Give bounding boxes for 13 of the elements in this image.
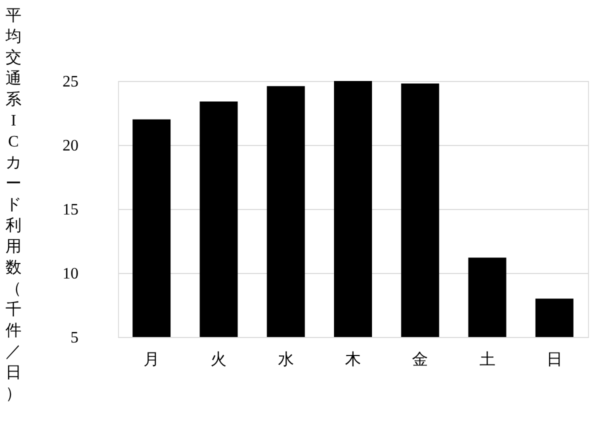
text: 平均交通系ICカード利用数（千件／日）: [6, 8, 22, 402]
x-tick-label: 月: [144, 352, 160, 368]
x-tick-label: 火: [210, 350, 227, 368]
x-tick-label: 日: [546, 352, 562, 368]
y-tick-label: 10: [62, 266, 78, 282]
x-tick-label: 木: [345, 350, 361, 368]
x-tick-label: 金: [412, 352, 428, 368]
y-tick-label: 20: [62, 138, 78, 154]
y-tick-label: 25: [62, 74, 78, 90]
x-tick-label: 水: [278, 350, 294, 368]
y-tick-label: 15: [62, 202, 78, 218]
y-tick-label: 5: [70, 330, 78, 346]
x-tick-label: 土: [479, 350, 496, 368]
